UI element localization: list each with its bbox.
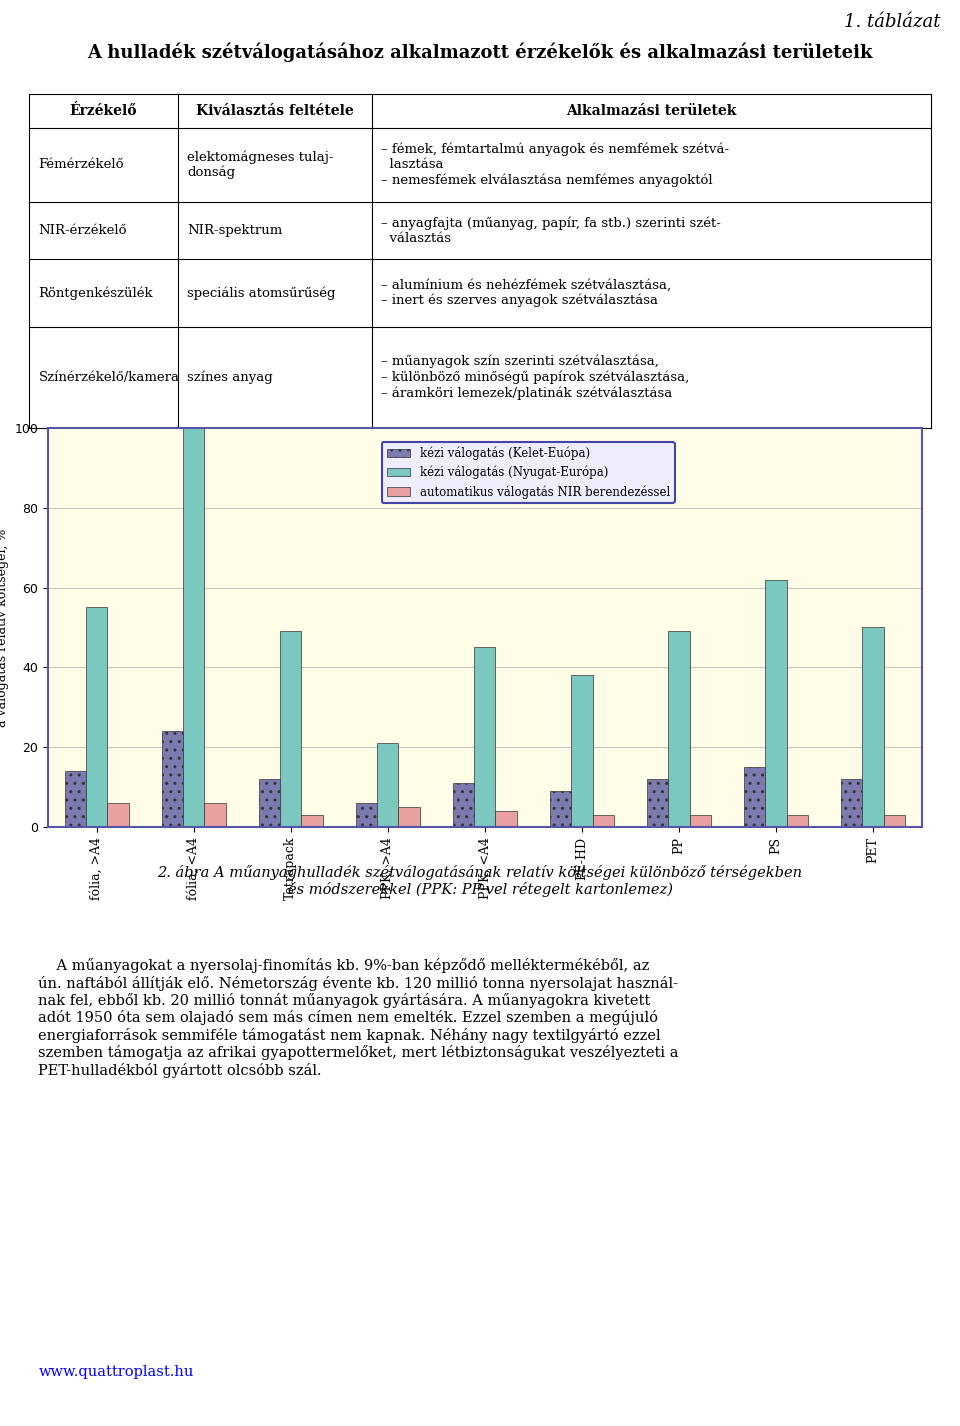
Bar [258,779,280,827]
Text: 2. ábra A műanyaghulladék szétválogatásának relatív költségei különböző térségek: 2. ábra A műanyaghulladék szétválogatásá… [157,864,803,897]
Legend: kézi válogatás (Kelet-Euópa), kézi válogatás (Nyugat-Európa), automatikus váloga: kézi válogatás (Kelet-Euópa), kézi válog… [382,442,675,503]
Bar [550,791,571,827]
Bar [183,428,204,827]
Text: Alkalmazási területek: Alkalmazási területek [566,104,736,118]
Text: NIR-spektrum: NIR-spektrum [187,224,282,237]
Text: Kiválasztás feltétele: Kiválasztás feltétele [196,104,353,118]
Bar [862,627,884,827]
Bar [841,779,862,827]
Text: – fémek, fémtartalmú anyagok és nemfémek szétvá-
  lasztása
– nemesfémek elválas: – fémek, fémtartalmú anyagok és nemfémek… [381,143,730,187]
Y-axis label: a válogatás relatív költségei, %: a válogatás relatív költségei, % [0,528,9,727]
Bar [884,816,905,827]
Bar [571,676,592,827]
Bar [765,579,786,827]
Text: 1. táblázat: 1. táblázat [844,13,941,31]
Bar [204,803,226,827]
Bar [744,767,765,827]
Bar [786,816,808,827]
Bar [377,743,398,827]
Bar [301,816,323,827]
Text: A műanyagokat a nyersolaj-finomítás kb. 9%-ban képződő melléktermékéből, az
ún. : A műanyagokat a nyersolaj-finomítás kb. … [38,958,679,1078]
Bar [495,811,516,827]
Text: elektomágneses tulaj-
donság: elektomágneses tulaj- donság [187,150,334,180]
Text: speciális atomsűrűség: speciális atomsűrűség [187,287,336,299]
Bar [108,803,129,827]
Text: Színérzékelő/kamera: Színérzékelő/kamera [38,371,180,384]
Bar [689,816,711,827]
Bar [398,807,420,827]
Text: – műanyagok szín szerinti szétválasztása,
– különböző minőségű papírok szétválas: – műanyagok szín szerinti szétválasztása… [381,355,689,399]
Bar [161,732,183,827]
Text: www.quattroplast.hu: www.quattroplast.hu [38,1365,194,1379]
Text: Érzékelő: Érzékelő [69,104,137,118]
Bar [474,647,495,827]
Bar [647,779,668,827]
Text: A hulladék szétválogatásához alkalmazott érzékelők és alkalmazási területeik: A hulladék szétválogatásához alkalmazott… [87,43,873,63]
Bar [64,771,85,827]
Text: színes anyag: színes anyag [187,371,273,384]
Bar [592,816,613,827]
Bar [668,632,689,827]
Text: Röntgenkészülék: Röntgenkészülék [38,287,153,299]
Text: – alumínium és nehézfémek szétválasztása,
– inert és szerves anyagok szétválaszt: – alumínium és nehézfémek szétválasztása… [381,278,671,307]
Text: – anyagfajta (műanyag, papír, fa stb.) szerinti szét-
  választás: – anyagfajta (műanyag, papír, fa stb.) s… [381,217,721,245]
Bar [85,607,108,827]
Bar [356,803,377,827]
Text: Fémérzékelő: Fémérzékelő [38,158,124,171]
Bar [453,783,474,827]
Text: NIR-érzékelő: NIR-érzékelő [38,224,127,237]
Bar [280,632,301,827]
